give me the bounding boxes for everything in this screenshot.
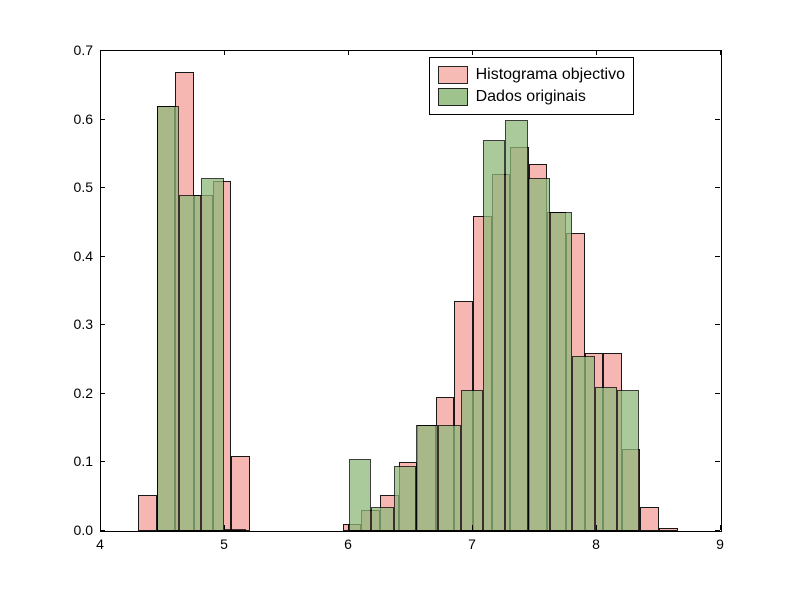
histogram-bar <box>179 195 201 531</box>
histogram-bar <box>505 120 527 531</box>
histogram-bar <box>224 529 246 531</box>
histogram-bar <box>231 456 250 531</box>
legend-swatch <box>438 66 468 84</box>
x-tick-mark <box>224 525 225 530</box>
y-tick-label: 0.3 <box>65 316 93 332</box>
x-tick-mark <box>472 525 473 530</box>
y-tick-mark <box>100 324 105 325</box>
y-tick-label: 0.0 <box>65 522 93 538</box>
y-tick-mark <box>100 461 105 462</box>
x-tick-mark <box>720 50 721 55</box>
y-tick-label: 0.7 <box>65 42 93 58</box>
x-tick-mark <box>720 525 721 530</box>
y-tick-mark <box>715 530 720 531</box>
y-tick-label: 0.2 <box>65 385 93 401</box>
histogram-bar <box>394 466 416 531</box>
histogram-bar <box>528 178 550 531</box>
x-tick-label: 6 <box>344 536 352 552</box>
y-tick-mark <box>100 119 105 120</box>
legend-label: Histograma objectivo <box>476 66 625 84</box>
y-tick-mark <box>715 393 720 394</box>
histogram-bar <box>659 528 678 531</box>
y-tick-label: 0.5 <box>65 179 93 195</box>
y-tick-mark <box>100 187 105 188</box>
legend: Histograma objectivo Dados originais <box>429 57 634 115</box>
x-tick-label: 4 <box>96 536 104 552</box>
histogram-bar <box>483 140 505 531</box>
y-tick-label: 0.4 <box>65 248 93 264</box>
x-tick-mark <box>596 50 597 55</box>
histogram-bar <box>640 507 659 531</box>
y-tick-mark <box>100 530 105 531</box>
histogram-bar <box>572 356 594 531</box>
histogram-bar <box>371 507 393 531</box>
legend-item: Dados originais <box>438 86 625 108</box>
x-tick-label: 7 <box>468 536 476 552</box>
x-tick-label: 8 <box>592 536 600 552</box>
histogram-bar <box>550 212 572 531</box>
y-tick-label: 0.1 <box>65 453 93 469</box>
histogram-bar <box>349 459 371 531</box>
y-tick-mark <box>100 50 105 51</box>
y-tick-mark <box>715 256 720 257</box>
histogram-bar <box>595 387 617 531</box>
y-tick-label: 0.6 <box>65 111 93 127</box>
y-tick-mark <box>715 119 720 120</box>
legend-swatch <box>438 88 468 106</box>
y-tick-mark <box>715 461 720 462</box>
y-tick-mark <box>100 256 105 257</box>
histogram-bar <box>438 425 460 531</box>
histogram-bar <box>617 390 639 531</box>
histogram-bar <box>157 106 179 531</box>
x-tick-label: 9 <box>716 536 724 552</box>
histogram-bar <box>201 178 223 531</box>
plot-area <box>100 50 722 532</box>
x-tick-label: 5 <box>220 536 228 552</box>
histogram-bar <box>461 390 483 531</box>
legend-item: Histograma objectivo <box>438 64 625 86</box>
y-tick-mark <box>100 393 105 394</box>
y-tick-mark <box>715 324 720 325</box>
x-tick-mark <box>348 50 349 55</box>
legend-label: Dados originais <box>476 88 586 106</box>
x-tick-mark <box>472 50 473 55</box>
x-tick-mark <box>596 525 597 530</box>
x-tick-mark <box>224 50 225 55</box>
x-tick-mark <box>348 525 349 530</box>
y-tick-mark <box>715 187 720 188</box>
histogram-bar <box>138 495 157 531</box>
chart-container: 4 5 6 7 8 9 0.0 0.1 0.2 0.3 0.4 0.5 0.6 0.7 Histograma… <box>0 0 800 597</box>
histogram-bar <box>416 425 438 531</box>
y-tick-mark <box>715 50 720 51</box>
